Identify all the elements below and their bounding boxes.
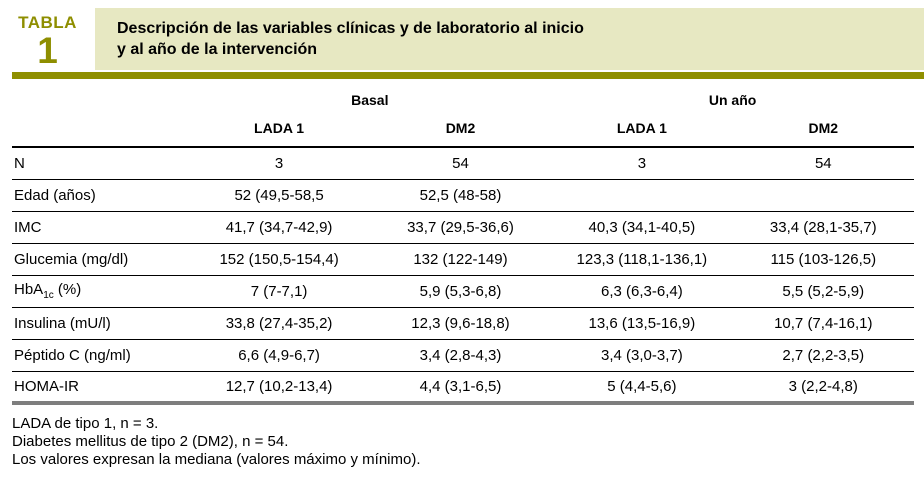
table-cell: 152 (150,5-154,4) (188, 243, 370, 276)
footnotes: LADA de tipo 1, n = 3. Diabetes mellitus… (12, 415, 924, 469)
row-label: Insulina (mU/l) (12, 307, 189, 340)
group-header-un-ano: Un año (708, 92, 757, 108)
table-title-line1: Descripción de las variables clínicas y … (117, 20, 584, 37)
row-label: Edad (años) (12, 179, 189, 212)
table-cell: 54 (732, 147, 914, 180)
clinical-variables-table: Basal Un año LADA 1 DM2 LADA 1 DM2 N 3 54 3… (12, 85, 914, 405)
table-title-line2: y al año de la intervención (117, 41, 318, 58)
table-header: TABLA 1 Descripción de las variables clí… (0, 8, 924, 70)
table-cell: 33,8 (27,4-35,2) (188, 307, 370, 340)
column-header-year-dm2: DM2 (732, 112, 914, 148)
group-header-row: Basal Un año (12, 85, 914, 112)
table-cell (551, 179, 733, 212)
footnote-dm2: Diabetes mellitus de tipo 2 (DM2), n = 5… (12, 433, 289, 450)
table-cell: 5 (4,4-5,6) (551, 371, 733, 405)
table-number-block: TABLA 1 (0, 8, 95, 70)
table-cell: 3,4 (2,8-4,3) (369, 339, 552, 372)
table-row: HbA1c (%) 7 (7-7,1) 5,9 (5,3-6,8) 6,3 (6,3-… (12, 275, 914, 308)
table-cell: 12,7 (10,2-13,4) (188, 371, 370, 405)
table-word-label: TABLA (18, 13, 77, 32)
table-cell: 54 (369, 147, 552, 180)
table-cell: 6,6 (4,9-6,7) (188, 339, 370, 372)
table-cell: 115 (103-126,5) (732, 243, 914, 276)
row-label: Glucemia (mg/dl) (12, 243, 189, 276)
table-row: HOMA-IR 12,7 (10,2-13,4) 4,4 (3,1-6,5) 5 (4… (12, 371, 914, 405)
table-cell: 6,3 (6,3-6,4) (551, 275, 733, 308)
table-cell (732, 179, 914, 212)
row-label: HbA1c (%) (12, 275, 189, 308)
column-header-year-lada1: LADA 1 (551, 112, 733, 148)
table-cell: 33,4 (28,1-35,7) (732, 211, 914, 244)
table-row: IMC 41,7 (34,7-42,9) 33,7 (29,5-36,6) 40,3 … (12, 211, 914, 244)
table-cell: 3 (188, 147, 370, 180)
table-row: Insulina (mU/l) 33,8 (27,4-35,2) 12,3 (9,6… (12, 307, 914, 340)
table-number-label: 1 (37, 30, 58, 71)
table-cell: 52 (49,5-58,5 (188, 179, 370, 212)
table-cell: 3 (2,2-4,8) (732, 371, 914, 405)
data-rows: N 3 54 3 54 Edad (años) 52 (49,5-58,5 52,5 (48-… (12, 147, 914, 405)
table-cell: 3,4 (3,0-3,7) (551, 339, 733, 372)
table-cell: 3 (551, 147, 733, 180)
row-label: IMC (12, 211, 189, 244)
table-cell: 5,9 (5,3-6,8) (369, 275, 552, 308)
row-label: Péptido C (ng/ml) (12, 339, 189, 372)
group-header-basal: Basal (351, 92, 389, 108)
table-cell: 10,7 (7,4-16,1) (732, 307, 914, 340)
table-cell: 41,7 (34,7-42,9) (188, 211, 370, 244)
table-cell: 52,5 (48-58) (369, 179, 552, 212)
table-cell: 2,7 (2,2-3,5) (732, 339, 914, 372)
table-row: N 3 54 3 54 (12, 147, 914, 180)
column-header-row: LADA 1 DM2 LADA 1 DM2 (12, 112, 914, 148)
header-divider-rule (12, 72, 924, 79)
table-cell: 33,7 (29,5-36,6) (369, 211, 552, 244)
footnote-median: Los valores expresan la mediana (valores… (12, 451, 421, 468)
column-header-basal-lada1: LADA 1 (188, 112, 370, 148)
empty-label-header-cell (12, 112, 189, 148)
footnote-lada: LADA de tipo 1, n = 3. (12, 415, 159, 432)
table-cell: 12,3 (9,6-18,8) (369, 307, 552, 340)
table-cell: 132 (122-149) (369, 243, 552, 276)
empty-corner-cell (12, 85, 188, 112)
table-cell: 13,6 (13,5-16,9) (551, 307, 733, 340)
table-cell: 40,3 (34,1-40,5) (551, 211, 733, 244)
table-row: Glucemia (mg/dl) 152 (150,5-154,4) 132 (12… (12, 243, 914, 276)
table-cell: 4,4 (3,1-6,5) (369, 371, 552, 405)
table-cell: 7 (7-7,1) (188, 275, 370, 308)
table-cell: 5,5 (5,2-5,9) (732, 275, 914, 308)
row-label: HOMA-IR (12, 371, 189, 405)
table-row: Péptido C (ng/ml) 6,6 (4,9-6,7) 3,4 (2,8-4… (12, 339, 914, 372)
table-title-bar: Descripción de las variables clínicas y … (95, 8, 924, 70)
column-header-basal-dm2: DM2 (369, 112, 552, 148)
table-cell: 123,3 (118,1-136,1) (551, 243, 733, 276)
table-row: Edad (años) 52 (49,5-58,5 52,5 (48-58) (12, 179, 914, 212)
row-label: N (12, 147, 189, 180)
